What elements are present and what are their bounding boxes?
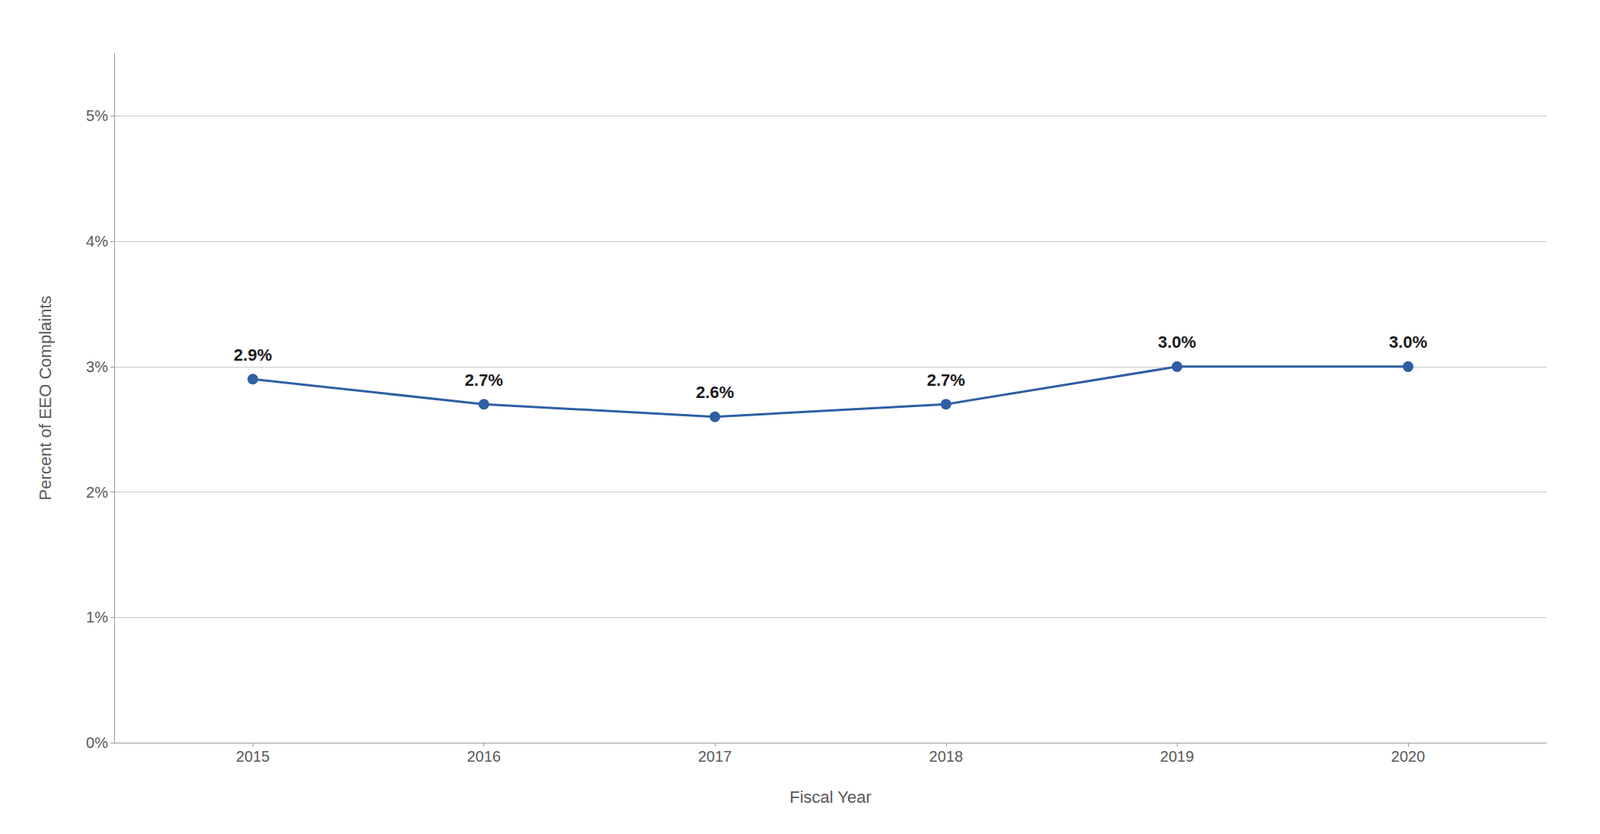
svg-text:0%: 0% [86, 734, 109, 752]
svg-text:2.7%: 2.7% [465, 370, 504, 390]
svg-text:2.9%: 2.9% [233, 345, 272, 365]
svg-text:Fiscal Year: Fiscal Year [789, 787, 872, 807]
svg-text:2019: 2019 [1160, 748, 1195, 765]
svg-text:2.7%: 2.7% [927, 370, 966, 390]
svg-text:5%: 5% [86, 107, 109, 125]
svg-text:Percent of EEO Complaints: Percent of EEO Complaints [35, 295, 55, 501]
svg-text:1%: 1% [86, 608, 109, 626]
svg-text:2015: 2015 [235, 748, 271, 765]
svg-text:3.0%: 3.0% [1157, 332, 1196, 352]
svg-text:3.0%: 3.0% [1389, 332, 1428, 352]
svg-text:2018: 2018 [929, 748, 964, 765]
svg-text:3%: 3% [86, 358, 109, 376]
svg-text:2%: 2% [86, 484, 109, 501]
svg-text:2016: 2016 [466, 748, 501, 765]
svg-text:4%: 4% [86, 232, 109, 250]
svg-text:2.6%: 2.6% [695, 382, 734, 402]
svg-text:2017: 2017 [698, 748, 733, 765]
svg-text:2020: 2020 [1391, 748, 1426, 765]
